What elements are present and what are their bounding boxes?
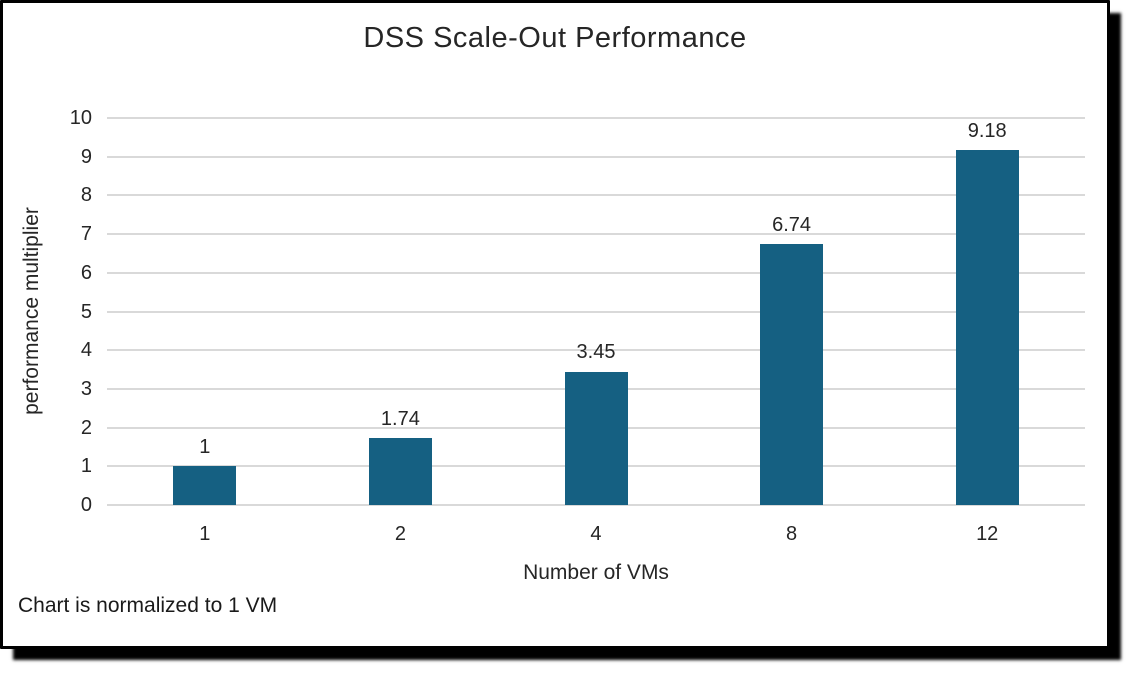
bar-1-vms	[173, 466, 237, 505]
chart-title: DSS Scale-Out Performance	[363, 22, 747, 54]
y-axis-tick-label: 6	[80, 261, 92, 284]
x-axis-tick-label: 8	[786, 523, 798, 545]
y-axis-tick-label: 10	[69, 107, 92, 129]
x-axis-tick-label: 1	[199, 523, 211, 545]
gridline	[107, 504, 1085, 506]
y-axis-ticks: 0 1 2 3 4 5 6 7 8 9 10	[3, 107, 92, 516]
x-axis-title: Number of VMs	[523, 561, 669, 584]
bar-12-vms	[955, 149, 1019, 505]
y-axis-tick-label: 9	[80, 145, 92, 168]
y-axis-tick-label: 1	[80, 455, 92, 478]
bar-8-vms	[760, 244, 824, 505]
data-label: 9.18	[967, 119, 1007, 142]
bar-4-vms	[564, 371, 628, 505]
gridline	[107, 349, 1085, 352]
gridline	[107, 310, 1085, 313]
y-axis-tick-label: 0	[80, 494, 92, 516]
y-axis-tick-label: 4	[80, 339, 92, 362]
footer-note: Chart is normalized to 1 VM	[18, 594, 278, 617]
gridline	[107, 117, 1085, 119]
plot-area: 1 1.74 3.45 6.74 9.18	[107, 117, 1085, 506]
data-label: 6.74	[772, 214, 812, 237]
bar-2-vms	[368, 437, 432, 505]
y-axis-tick-label: 2	[80, 416, 92, 439]
x-axis-tick-label: 4	[590, 523, 602, 545]
y-axis-tick-label: 7	[80, 223, 92, 246]
gridline	[107, 271, 1085, 274]
x-axis-ticks: 1 2 4 8 12	[107, 523, 1085, 547]
data-label: 1.74	[380, 407, 420, 430]
y-axis-tick-label: 3	[80, 377, 92, 400]
y-axis-tick-label: 8	[80, 184, 92, 207]
x-axis-tick-label: 12	[976, 523, 999, 545]
gridline	[107, 155, 1085, 158]
data-label: 1	[199, 436, 211, 459]
gridline	[107, 194, 1085, 197]
x-axis-tick-label: 2	[394, 523, 406, 545]
chart: DSS Scale-Out Performance performance mu…	[3, 3, 1107, 646]
gridline	[107, 233, 1085, 236]
data-label: 3.45	[576, 341, 616, 364]
chart-window: DSS Scale-Out Performance performance mu…	[0, 0, 1110, 649]
y-axis-tick-label: 5	[80, 300, 92, 323]
